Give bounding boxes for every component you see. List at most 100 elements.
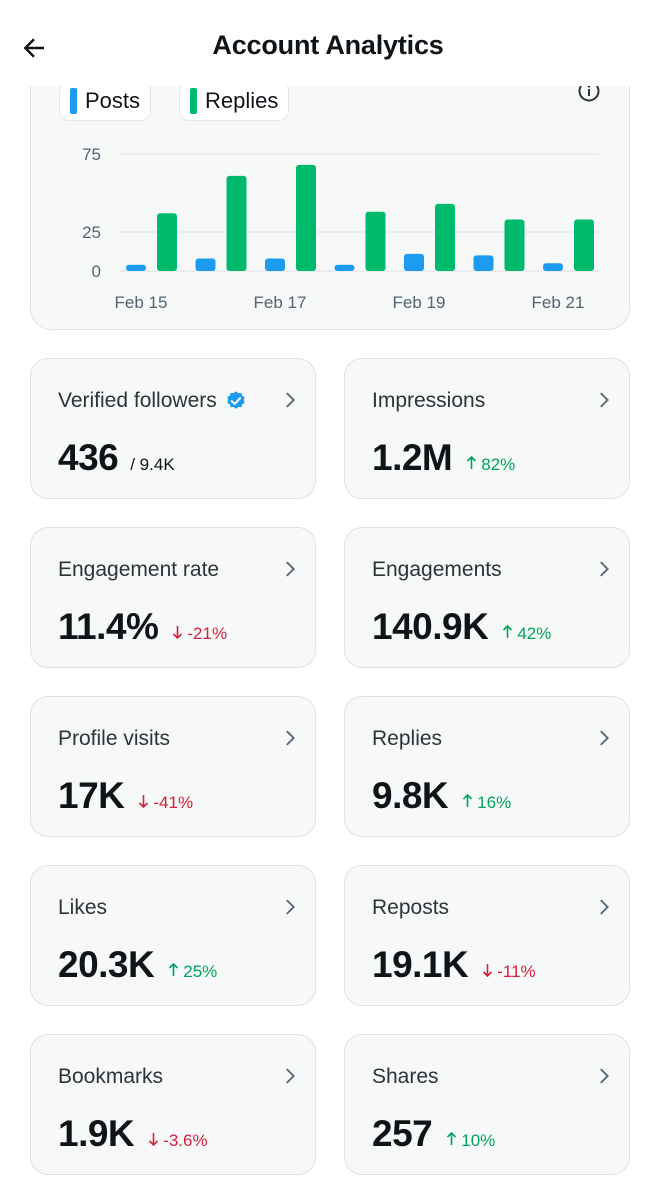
metric-value: 19.1K [372,944,469,985]
metric-delta-value: -3.6% [163,1131,208,1150]
metric-label: Profile visits [58,727,171,750]
metric-delta: 25% [168,962,217,982]
chart-legend: Posts Replies [59,81,290,121]
metric-card-likes[interactable]: Likes 20.3K 25% [30,865,316,1006]
legend-label-replies: Replies [205,88,279,113]
metric-label: Replies [372,727,443,750]
x-tick-label: Feb 17 [254,293,307,312]
metric-delta: 10% [446,1131,495,1151]
metric-value: 9.8K [372,775,449,816]
metric-delta-value: 82% [481,455,516,474]
y-tick-label: 0 [92,262,101,281]
metric-card-replies[interactable]: Replies 9.8K 16% [344,696,630,837]
bar-chart: 0 25 75 Feb 15 Feb 17 Feb 19 Feb 21 [82,145,599,312]
arrow-down-icon [139,795,149,808]
metric-card-engagements[interactable]: Engagements 140.9K 42% [344,527,630,668]
metrics-grid: Verified followers 436 / 9.4K Impressions 1.… [30,358,630,1175]
metric-value-row: 19.1K -11% [372,944,536,986]
metric-value: 1.9K [58,1113,135,1154]
metric-value-row: 436 / 9.4K [58,437,175,479]
metric-label-row: Reposts [372,896,449,920]
activity-chart-card: 0 25 75 Feb 15 Feb 17 Feb 19 Feb 21 Posts Repl… [30,60,630,330]
metric-value: 17K [58,775,125,816]
y-tick-label: 75 [82,145,101,164]
metric-delta-value: -21% [187,624,228,643]
bar-posts-feb-21 [543,263,563,271]
metric-delta-value: 16% [477,793,512,812]
metric-delta: -11% [482,962,536,982]
metric-card-verified-followers[interactable]: Verified followers 436 / 9.4K [30,358,316,499]
metric-value: 140.9K [372,606,489,647]
bar-replies-feb-18 [365,211,386,271]
metric-value-row: 140.9K 42% [372,606,551,648]
chevron-right-icon [286,1068,295,1084]
replies-swatch [190,88,198,114]
back-button[interactable] [14,28,54,68]
metric-value-row: 257 10% [372,1113,495,1155]
bar-replies-feb-15 [157,213,177,271]
metric-value-row: 17K -41% [58,775,193,817]
legend-label-posts: Posts [85,88,141,113]
metric-delta-value: -41% [153,793,194,812]
legend-item-posts[interactable]: Posts [59,81,152,121]
header: Account Analytics [0,0,656,86]
metric-value-row: 1.2M 82% [372,437,515,479]
metric-label: Reposts [372,896,450,919]
page-title: Account Analytics [212,30,444,60]
metric-value-row: 9.8K 16% [372,775,511,817]
metric-value: 257 [372,1113,433,1154]
x-tick-label: Feb 19 [393,293,446,312]
metric-value: 1.2M [372,437,453,478]
metric-card-profile-visits[interactable]: Profile visits 17K -41% [30,696,316,837]
arrow-down-icon [173,626,183,639]
metric-value-row: 11.4% -21% [58,606,227,648]
bar-posts-feb-17 [265,258,285,271]
metric-card-shares[interactable]: Shares 257 10% [344,1034,630,1175]
metric-label-row: Impressions [372,389,485,413]
metric-label: Likes [58,896,108,919]
x-tick-label: Feb 15 [115,293,168,312]
metric-card-bookmarks[interactable]: Bookmarks 1.9K -3.6% [30,1034,316,1175]
metric-delta: -41% [138,793,193,813]
chevron-right-icon [600,899,609,915]
bar-posts-feb-18 [334,264,355,271]
metric-delta-value: -11% [497,962,536,981]
metric-card-reposts[interactable]: Reposts 19.1K -11% [344,865,630,1006]
metric-label-row: Bookmarks [58,1065,163,1089]
metric-delta-value: 25% [183,962,218,981]
chevron-right-icon [286,561,295,577]
verified-badge-icon [227,391,245,409]
metric-value: 11.4% [58,606,159,647]
bar-replies-feb-20 [504,219,525,271]
bar-replies-feb-17 [296,164,316,271]
metric-value-row: 1.9K -3.6% [58,1113,208,1155]
chevron-right-icon [286,899,295,915]
arrow-up-icon [463,794,473,807]
metric-label-row: Engagements [372,558,502,582]
chevron-right-icon [286,730,295,746]
metric-card-impressions[interactable]: Impressions 1.2M 82% [344,358,630,499]
posts-swatch [70,88,77,114]
legend-item-replies[interactable]: Replies [179,81,290,121]
metric-label: Engagements [372,558,502,581]
metric-delta: 16% [462,793,511,813]
bar-replies-feb-19 [435,203,455,271]
y-tick-label: 25 [82,223,101,242]
metric-delta: -3.6% [148,1131,208,1151]
chevron-right-icon [600,561,609,577]
metric-label: Verified followers [58,389,217,412]
metric-value: 20.3K [58,944,155,985]
metric-label-row: Verified followers [58,389,247,413]
metric-label: Bookmarks [58,1065,164,1088]
x-tick-label: Feb 21 [532,293,585,312]
arrow-up-icon [447,1132,457,1145]
metric-card-engagement-rate[interactable]: Engagement rate 11.4% -21% [30,527,316,668]
metric-label: Engagement rate [58,558,220,581]
arrow-down-icon [483,964,493,977]
chevron-right-icon [600,392,609,408]
bar-posts-feb-19 [404,253,424,271]
chevron-right-icon [600,730,609,746]
metric-delta-value: 10% [461,1131,496,1150]
metric-label-row: Engagement rate [58,558,219,582]
metric-label-row: Shares [372,1065,439,1089]
